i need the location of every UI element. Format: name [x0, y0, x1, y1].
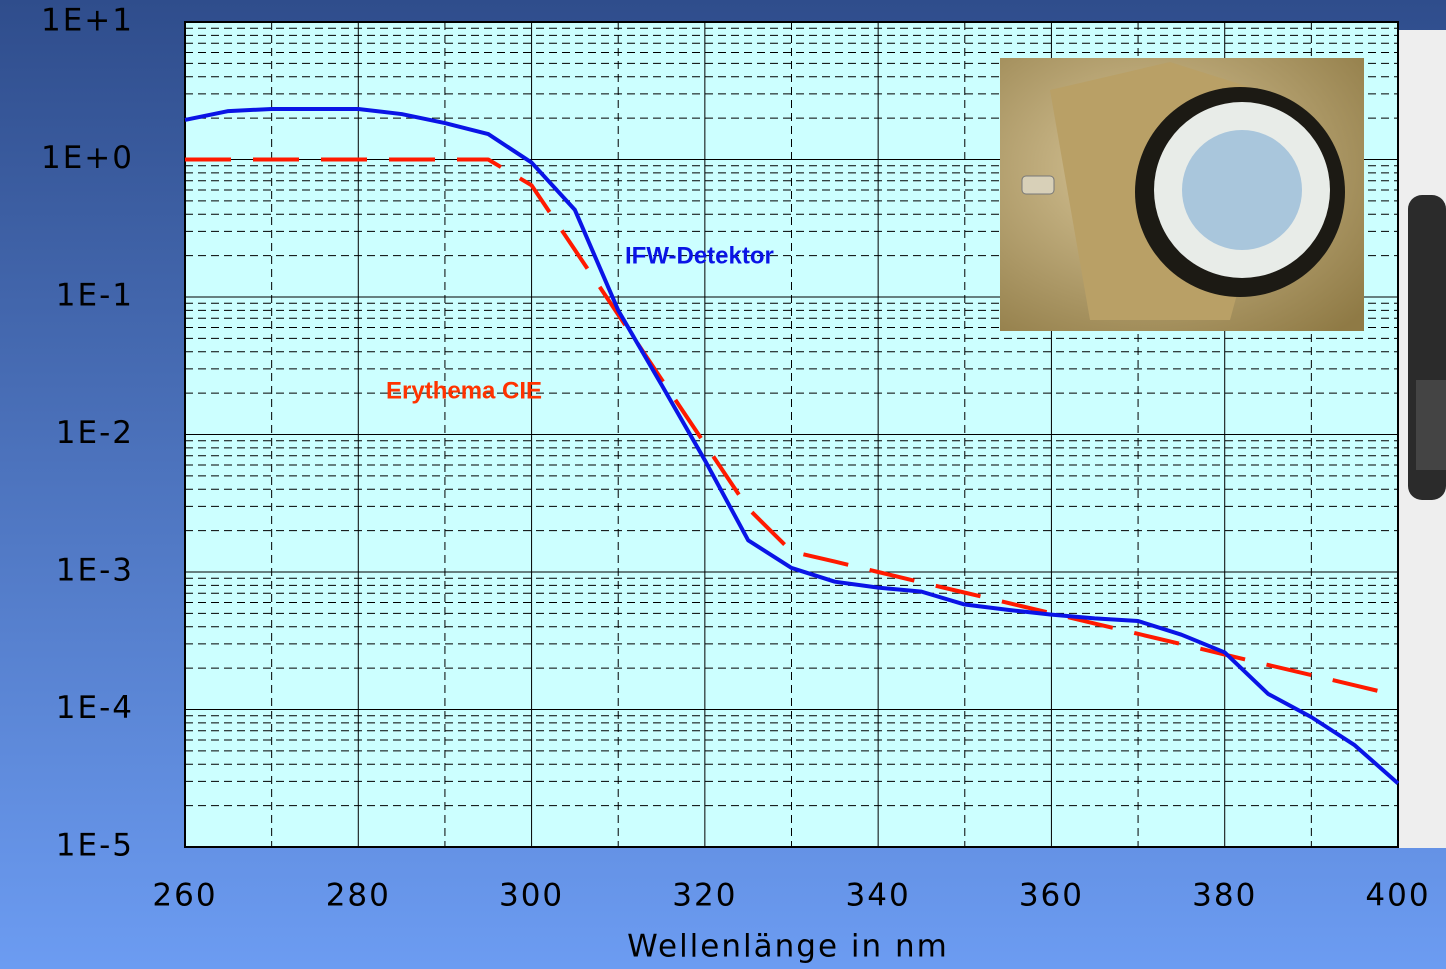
y-tick-label: 1E-4: [56, 690, 134, 726]
photo-strip: [1398, 30, 1446, 848]
y-tick-label: 1E-5: [56, 828, 134, 864]
annotation: IFW-Detektor: [625, 242, 774, 269]
y-tick-label: 1E+1: [41, 3, 134, 39]
x-axis-title: Wellenlänge in nm: [627, 929, 949, 965]
x-tick-label: 320: [672, 878, 737, 914]
x-tick-label: 360: [1019, 878, 1084, 914]
y-tick-label: 1E-1: [56, 278, 134, 314]
y-tick-label: 1E+0: [41, 140, 134, 176]
page: {"chart_data": { "type": "line", "x_labe…: [0, 0, 1446, 969]
x-tick-label: 380: [1192, 878, 1257, 914]
x-tick-label: 280: [326, 878, 391, 914]
x-tick-label: 340: [846, 878, 911, 914]
x-tick-label: 260: [152, 878, 217, 914]
chart: Wellenlänge in nm 1E+1 1E+0 1E-1 1E-2 1E-3 1E…: [0, 0, 1446, 969]
x-tick-label: 400: [1365, 878, 1430, 914]
x-tick-label: 300: [499, 878, 564, 914]
detector-photo: [1000, 58, 1364, 331]
y-tick-label: 1E-2: [56, 415, 134, 451]
y-tick-label: 1E-3: [56, 553, 134, 589]
annotation: Erythema CIE: [386, 377, 542, 404]
